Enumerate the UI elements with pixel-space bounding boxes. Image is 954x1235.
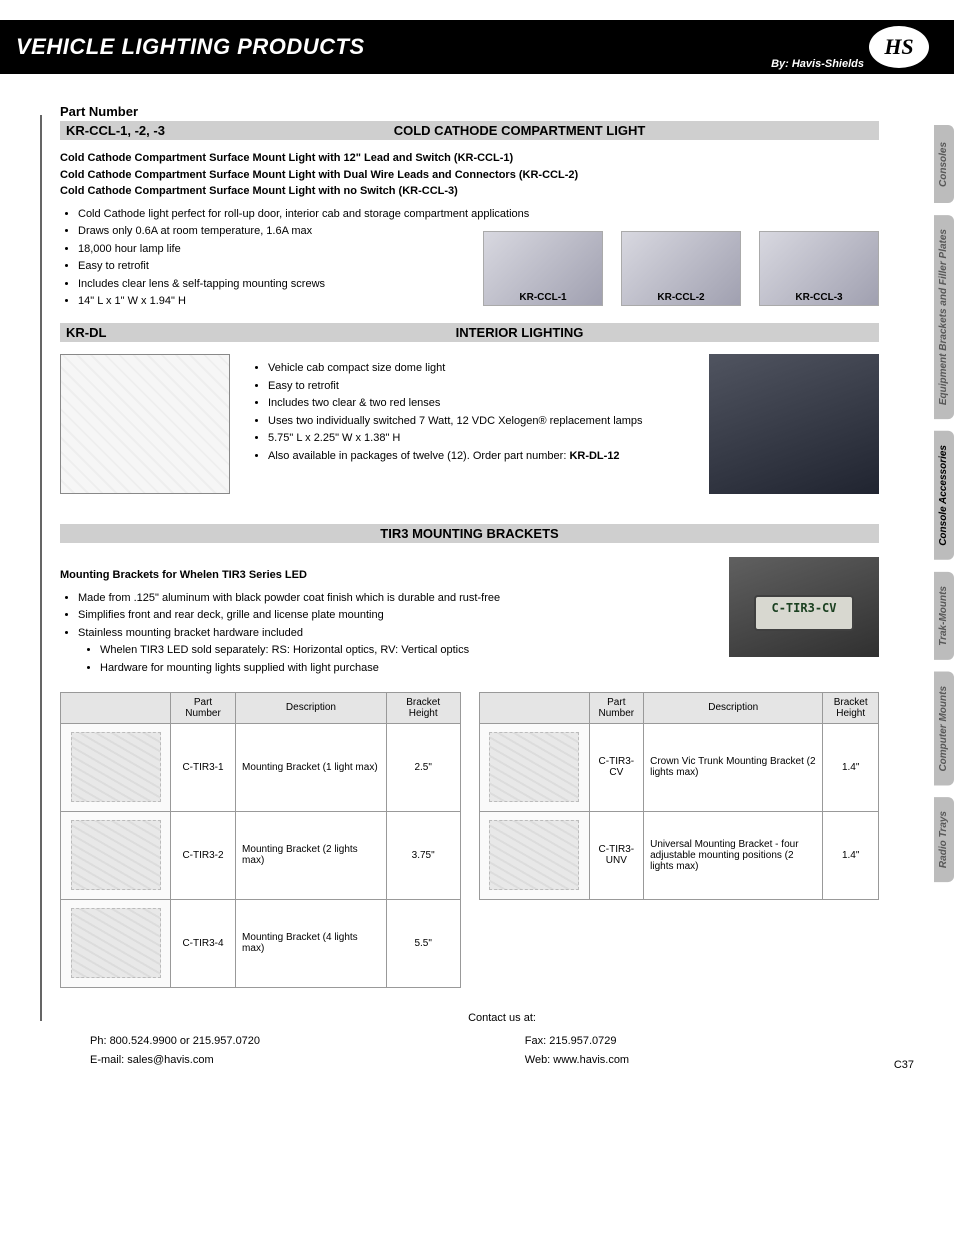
side-tab[interactable]: Radio Trays (934, 797, 954, 882)
bracket-sketch-cell (479, 811, 589, 899)
section1-subhead-line: Cold Cathode Compartment Surface Mount L… (60, 167, 879, 184)
section1-subhead-line: Cold Cathode Compartment Surface Mount L… (60, 183, 879, 200)
section1-subhead-line: Cold Cathode Compartment Surface Mount L… (60, 150, 879, 167)
image-caption: KR-CCL-1 (517, 292, 568, 303)
page-number: C37 (894, 1059, 914, 1071)
sub-bullet-item: Whelen TIR3 LED sold separately: RS: Hor… (100, 642, 715, 660)
bullet-item: Cold Cathode light perfect for roll-up d… (78, 206, 879, 224)
bullet-item: Uses two individually switched 7 Watt, 1… (268, 413, 689, 431)
table-header: Bracket Height (386, 692, 460, 723)
bullet-item: Also available in packages of twelve (12… (268, 448, 689, 466)
table-header (61, 692, 171, 723)
section3-sub-bullets: Whelen TIR3 LED sold separately: RS: Hor… (100, 642, 715, 677)
side-tab[interactable]: Consoles (934, 125, 954, 203)
table-header: Part Number (589, 692, 644, 723)
section1-title: COLD CATHODE COMPARTMENT LIGHT (166, 123, 873, 138)
side-tab[interactable]: Trak-Mounts (934, 572, 954, 660)
footer-phone: Ph: 800.524.9900 or 215.957.0720 (90, 1032, 260, 1052)
contact-label: Contact us at: (90, 1012, 914, 1024)
section3-title: TIR3 MOUNTING BRACKETS (60, 524, 879, 543)
bullet-item: Vehicle cab compact size dome light (268, 360, 689, 378)
table-part: C-TIR3-1 (171, 723, 236, 811)
table-desc: Mounting Bracket (4 lights max) (236, 899, 387, 987)
bullet-item: Simplifies front and rear deck, grille a… (78, 607, 715, 625)
footer: Contact us at: Ph: 800.524.9900 or 215.9… (40, 1012, 934, 1082)
left-rule (40, 115, 42, 1021)
section2-title: INTERIOR LIGHTING (166, 325, 873, 340)
table-height: 5.5" (386, 899, 460, 987)
part-number-label: Part Number (60, 104, 879, 119)
product-image: KR-CCL-2 (621, 231, 741, 303)
bullet-item: Made from .125" aluminum with black powd… (78, 590, 715, 608)
table-part: C-TIR3-4 (171, 899, 236, 987)
table-desc: Crown Vic Trunk Mounting Bracket (2 ligh… (644, 723, 823, 811)
product-image: KR-CCL-1 (483, 231, 603, 303)
table-desc: Mounting Bracket (1 light max) (236, 723, 387, 811)
table-part: C-TIR3-UNV (589, 811, 644, 899)
side-tab[interactable]: Console Accessories (934, 431, 954, 560)
bracket-sketch-cell (61, 723, 171, 811)
footer-fax: Fax: 215.957.0729 (525, 1032, 629, 1052)
bracket-sketch (489, 820, 579, 890)
side-tab[interactable]: Computer Mounts (934, 672, 954, 786)
section1-header: KR-CCL-1, -2, -3 COLD CATHODE COMPARTMEN… (60, 121, 879, 140)
bracket-sketch-cell (479, 723, 589, 811)
table-row: C-TIR3-4Mounting Bracket (4 lights max)5… (61, 899, 461, 987)
product-image: KR-CCL-3 (759, 231, 879, 303)
bracket-sketch (71, 908, 161, 978)
table-header: Description (236, 692, 387, 723)
section3-subhead: Mounting Brackets for Whelen TIR3 Series… (60, 567, 715, 584)
bracket-sketch (71, 820, 161, 890)
table-row: C-TIR3-1Mounting Bracket (1 light max)2.… (61, 723, 461, 811)
table-row: C-TIR3-CVCrown Vic Trunk Mounting Bracke… (479, 723, 879, 811)
header-bar: VEHICLE LIGHTING PRODUCTS By: Havis-Shie… (0, 20, 954, 74)
table-header: Part Number (171, 692, 236, 723)
table-part: C-TIR3-2 (171, 811, 236, 899)
table-header: Bracket Height (823, 692, 879, 723)
section2-bullets: Vehicle cab compact size dome lightEasy … (268, 360, 689, 466)
bracket-table-right: Part NumberDescriptionBracket HeightC-TI… (479, 692, 880, 900)
bracket-sketch-cell (61, 899, 171, 987)
license-plate-photo: C-TIR3-CV (729, 557, 879, 657)
table-header: Description (644, 692, 823, 723)
bullet-item: Easy to retrofit (268, 378, 689, 396)
bullet-item: Stainless mounting bracket hardware incl… (78, 625, 715, 643)
bullet-item: 5.75" L x 2.25" W x 1.38" H (268, 430, 689, 448)
table-desc: Mounting Bracket (2 lights max) (236, 811, 387, 899)
brand-logo: HS (869, 26, 929, 68)
table-part: C-TIR3-CV (589, 723, 644, 811)
footer-web: Web: www.havis.com (525, 1051, 629, 1071)
section3-bullets: Made from .125" aluminum with black powd… (78, 590, 715, 643)
table-row: C-TIR3-UNVUniversal Mounting Bracket - f… (479, 811, 879, 899)
dome-light-drawing (60, 354, 230, 494)
image-caption: KR-CCL-3 (793, 292, 844, 303)
plate-label: C-TIR3-CV (729, 601, 879, 615)
bracket-table-left: Part NumberDescriptionBracket HeightC-TI… (60, 692, 461, 988)
table-height: 2.5" (386, 723, 460, 811)
table-desc: Universal Mounting Bracket - four adjust… (644, 811, 823, 899)
bullet-item: Includes two clear & two red lenses (268, 395, 689, 413)
image-caption: KR-CCL-2 (655, 292, 706, 303)
footer-email: E-mail: sales@havis.com (90, 1051, 260, 1071)
table-row: C-TIR3-2Mounting Bracket (2 lights max)3… (61, 811, 461, 899)
page-title: VEHICLE LIGHTING PRODUCTS (16, 34, 938, 60)
sub-bullet-item: Hardware for mounting lights supplied wi… (100, 660, 715, 678)
side-tab[interactable]: Equipment Brackets and Filler Plates (934, 215, 954, 419)
section1-subheads: Cold Cathode Compartment Surface Mount L… (60, 150, 879, 200)
bracket-sketch-cell (61, 811, 171, 899)
interior-light-photo (709, 354, 879, 494)
table-height: 1.4" (823, 811, 879, 899)
bracket-sketch (71, 732, 161, 802)
section2-header: KR-DL INTERIOR LIGHTING (60, 323, 879, 342)
table-header (479, 692, 589, 723)
byline: By: Havis-Shields (771, 58, 864, 70)
table-height: 1.4" (823, 723, 879, 811)
table-height: 3.75" (386, 811, 460, 899)
bracket-sketch (489, 732, 579, 802)
